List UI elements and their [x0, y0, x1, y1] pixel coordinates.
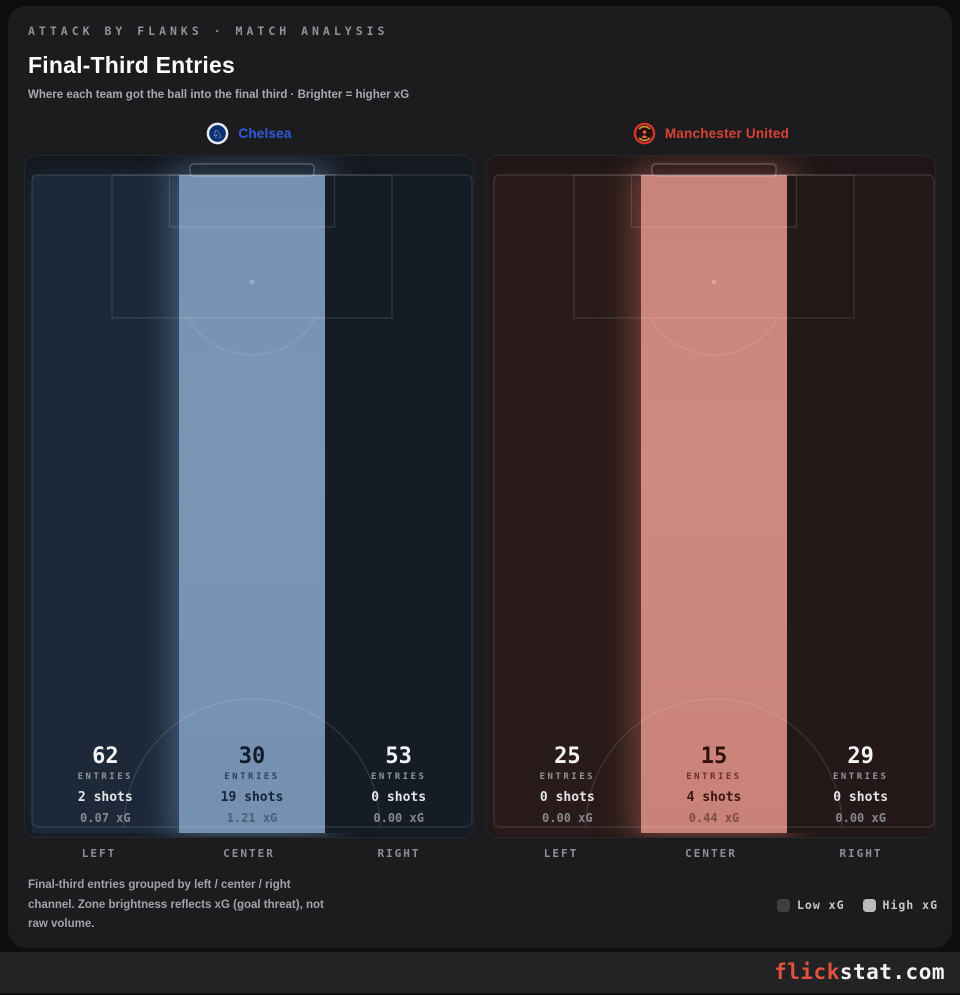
axis-label-left: LEFT — [81, 847, 117, 860]
entries-value: 15 — [700, 744, 728, 769]
eyebrow-label: ATTACK BY FLANKS · MATCH ANALYSIS — [28, 24, 389, 38]
brand-rest: stat.com — [839, 960, 945, 984]
legend-item-low-xg: Low xG — [776, 898, 845, 913]
united-right-channel-zone — [787, 175, 934, 833]
footnote-line: Final-third entries grouped by left / ce… — [28, 879, 291, 891]
chelsea-left-stats: 62 ENTRIES 2 shots 0.07 xG — [32, 744, 179, 826]
xg-legend: Low xG High xG — [776, 898, 938, 913]
svg-text:♘: ♘ — [213, 126, 223, 140]
low-xg-swatch-icon — [776, 898, 790, 912]
xg-value: 0.44 xG — [688, 811, 740, 825]
axis-label-right: RIGHT — [839, 847, 883, 860]
pitch-markings — [493, 163, 935, 828]
xg-value: 1.21 xG — [226, 811, 278, 825]
chelsea-zone-stats: 62 ENTRIES 2 shots 0.07 xG 30 ENTRIES 19… — [32, 744, 472, 826]
team-headers-row: ♘ Chelsea Manchester United — [8, 119, 952, 147]
shots-value: 0 shots — [539, 790, 595, 805]
footnote-line: channel. Zone brightness reflects xG (go… — [28, 898, 324, 911]
entries-label: ENTRIES — [832, 772, 889, 782]
brand-accent: flick — [774, 960, 840, 984]
chelsea-center-stats: 30 ENTRIES 19 shots 1.21 xG — [179, 744, 326, 826]
entries-label: ENTRIES — [370, 772, 427, 782]
xg-value: 0.00 xG — [373, 811, 424, 825]
team-header-united: Manchester United — [486, 119, 936, 147]
entries-label: ENTRIES — [77, 772, 134, 782]
entries-label: ENTRIES — [224, 772, 280, 782]
entries-value: 29 — [847, 744, 874, 769]
team-name-chelsea: Chelsea — [238, 125, 292, 141]
chelsea-axis-labels: LEFT CENTER RIGHT — [24, 847, 474, 860]
high-xg-swatch-icon — [862, 898, 876, 912]
manchester-united-crest-icon — [633, 122, 656, 144]
watermark-strip: flickstat.com — [0, 952, 960, 993]
axis-label-center: CENTER — [685, 847, 737, 860]
team-name-united: Manchester United — [664, 125, 790, 141]
xg-value: 0.00 xG — [835, 811, 886, 825]
pitches-row: 62 ENTRIES 2 shots 0.07 xG 30 ENTRIES 19… — [8, 155, 952, 838]
brand-watermark: flickstat.com — [774, 960, 945, 984]
entries-label: ENTRIES — [686, 772, 742, 782]
shots-value: 2 shots — [77, 790, 133, 805]
axis-label-right: RIGHT — [377, 847, 421, 860]
shots-value: 0 shots — [371, 790, 427, 805]
united-zone-stats: 25 ENTRIES 0 shots 0.00 xG 15 ENTRIES 4 … — [494, 744, 934, 826]
united-center-channel-zone — [640, 175, 788, 833]
entries-value: 53 — [385, 744, 412, 769]
united-left-stats: 25 ENTRIES 0 shots 0.00 xG — [494, 744, 641, 826]
analysis-card: ATTACK BY FLANKS · MATCH ANALYSIS Final-… — [8, 6, 952, 948]
team-header-chelsea: ♘ Chelsea — [24, 119, 474, 147]
united-center-stats: 15 ENTRIES 4 shots 0.44 xG — [641, 744, 788, 826]
page-subtitle: Where each team got the ball into the fi… — [28, 89, 410, 101]
pitch-panel-united: 25 ENTRIES 0 shots 0.00 xG 15 ENTRIES 4 … — [486, 155, 936, 838]
united-left-channel-zone — [494, 175, 641, 833]
entries-value: 62 — [92, 744, 119, 769]
entries-value: 25 — [554, 744, 581, 769]
channel-axis-row: LEFT CENTER RIGHT LEFT CENTER RIGHT — [8, 847, 952, 860]
chelsea-center-channel-zone — [178, 175, 326, 833]
legend-label: High xG — [882, 898, 938, 913]
axis-label-left: LEFT — [543, 847, 579, 860]
united-right-stats: 29 ENTRIES 0 shots 0.00 xG — [787, 744, 934, 826]
axis-label-center: CENTER — [223, 847, 275, 860]
united-axis-labels: LEFT CENTER RIGHT — [486, 847, 936, 860]
xg-value: 0.00 xG — [542, 811, 593, 825]
legend-item-high-xg: High xG — [862, 898, 938, 913]
footer: Final-third entries grouped by left / ce… — [8, 876, 952, 935]
footnote-line: raw volume. — [28, 918, 95, 930]
legend-label: Low xG — [796, 898, 845, 913]
page-title: Final-Third Entries — [28, 52, 235, 78]
chelsea-right-channel-zone — [325, 175, 472, 833]
shots-value: 4 shots — [686, 790, 742, 805]
shots-value: 19 shots — [220, 790, 284, 805]
entries-label: ENTRIES — [539, 772, 596, 782]
chelsea-right-stats: 53 ENTRIES 0 shots 0.00 xG — [325, 744, 472, 826]
entries-value: 30 — [238, 744, 266, 769]
chelsea-left-channel-zone — [32, 175, 179, 833]
chelsea-crest-icon: ♘ — [207, 122, 229, 144]
pitch-panel-chelsea: 62 ENTRIES 2 shots 0.07 xG 30 ENTRIES 19… — [24, 155, 474, 838]
shots-value: 0 shots — [833, 790, 889, 805]
xg-value: 0.07 xG — [80, 811, 131, 825]
card-header: ATTACK BY FLANKS · MATCH ANALYSIS Final-… — [8, 6, 952, 103]
footnote: Final-third entries grouped by left / ce… — [28, 876, 324, 935]
pitch-markings — [31, 163, 473, 828]
